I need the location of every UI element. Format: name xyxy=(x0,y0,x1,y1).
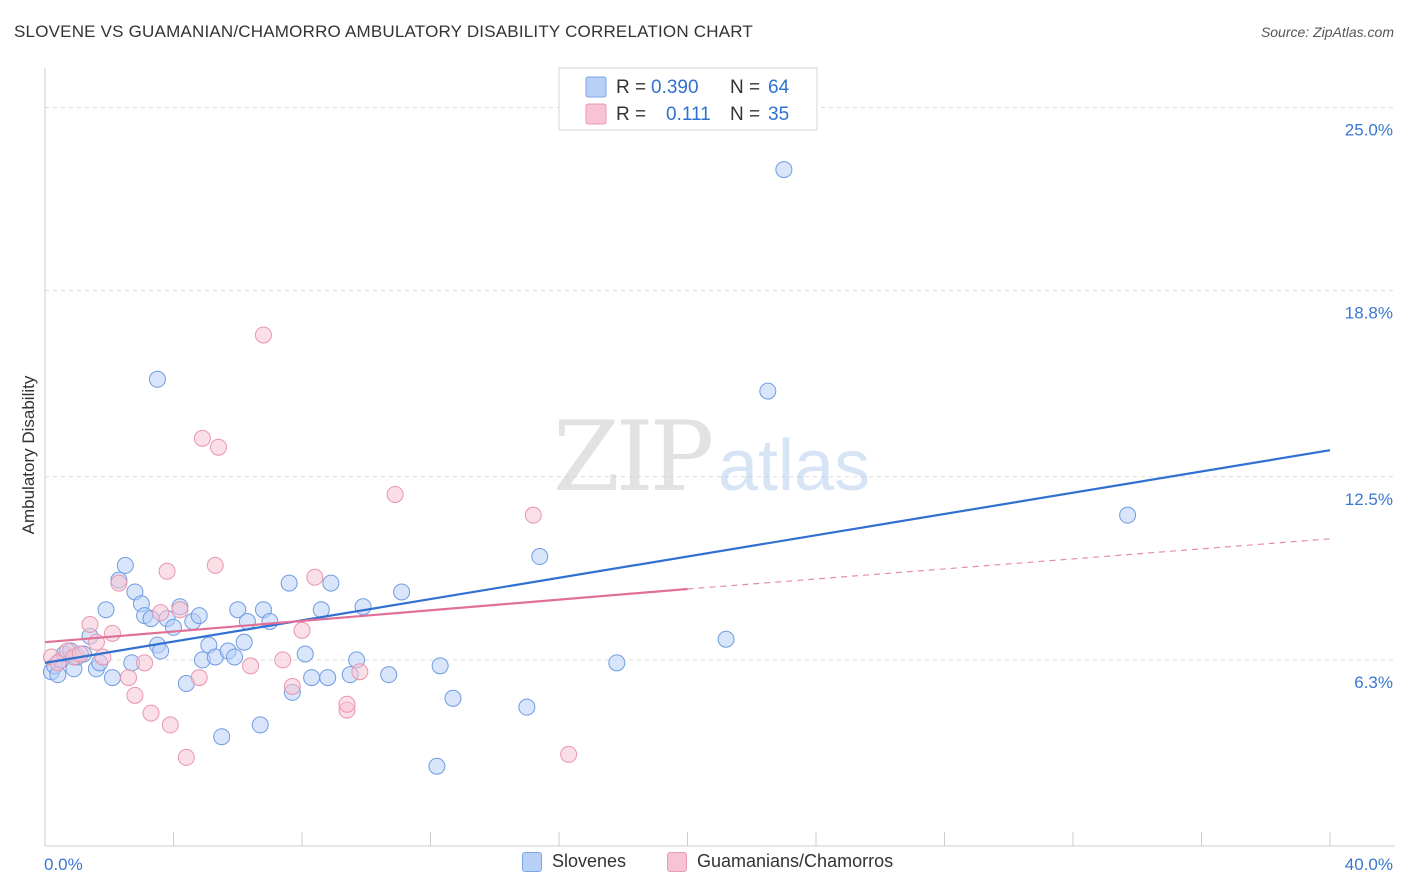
data-point-guamanians xyxy=(71,645,89,663)
points-layer xyxy=(42,161,1137,775)
bottom-legend-label-guamanians: Guamanians/Chamorros xyxy=(697,851,894,871)
data-point-guamanians xyxy=(560,745,578,763)
trend-line-guamanians xyxy=(44,587,688,644)
data-point-slovenes xyxy=(518,698,536,716)
data-point-guamanians xyxy=(306,568,324,586)
watermark-atlas: atlas xyxy=(718,426,870,506)
data-point-guamanians xyxy=(386,485,404,503)
y-tick-label: 6.3% xyxy=(1354,673,1393,692)
data-point-guamanians xyxy=(351,663,369,681)
trend-line-slovenes xyxy=(44,449,1331,664)
data-point-slovenes xyxy=(148,370,166,388)
data-point-guamanians xyxy=(171,601,189,619)
x-tick-label: 40.0% xyxy=(1345,855,1393,874)
data-point-slovenes xyxy=(296,645,314,663)
data-point-slovenes xyxy=(608,654,626,672)
data-point-slovenes xyxy=(775,161,793,179)
axes-layer xyxy=(44,68,1395,847)
legend-n-label-1: N = xyxy=(730,77,760,98)
data-point-slovenes xyxy=(354,598,372,616)
data-point-slovenes xyxy=(717,630,735,648)
data-point-guamanians xyxy=(120,669,138,687)
y-tick-label: 25.0% xyxy=(1345,121,1393,140)
bottom-legend-guamanians: Guamanians/Chamorros xyxy=(667,851,893,872)
data-point-guamanians xyxy=(193,429,211,447)
data-point-slovenes xyxy=(251,716,269,734)
data-point-guamanians xyxy=(524,506,542,524)
data-point-slovenes xyxy=(319,669,337,687)
data-point-slovenes xyxy=(428,757,446,775)
data-point-guamanians xyxy=(283,677,301,695)
data-point-guamanians xyxy=(110,574,128,592)
data-point-slovenes xyxy=(238,613,256,631)
data-point-slovenes xyxy=(322,574,340,592)
chart-title: SLOVENE VS GUAMANIAN/CHAMORRO AMBULATORY… xyxy=(14,22,753,41)
x-tick-label: 0.0% xyxy=(44,855,83,874)
data-point-slovenes xyxy=(103,669,121,687)
data-point-guamanians xyxy=(338,695,356,713)
bottom-legend-swatch-guamanians xyxy=(667,851,687,872)
data-point-slovenes xyxy=(280,574,298,592)
data-point-slovenes xyxy=(235,633,253,651)
bottom-legend-label-slovenes: Slovenes xyxy=(552,851,627,871)
legend-swatch-guamanians xyxy=(585,103,607,125)
y-tick-label: 12.5% xyxy=(1345,490,1393,509)
data-point-slovenes xyxy=(380,666,398,684)
source-note: Source: ZipAtlas.com xyxy=(1260,24,1394,40)
data-point-slovenes xyxy=(97,601,115,619)
data-point-slovenes xyxy=(116,556,134,574)
data-point-guamanians xyxy=(206,556,224,574)
data-point-guamanians xyxy=(190,669,208,687)
legend-swatch-slovenes xyxy=(585,76,607,98)
legend-n-value-1: 64 xyxy=(768,77,790,98)
data-point-slovenes xyxy=(213,728,231,746)
legend-n-value-2: 35 xyxy=(768,104,789,125)
watermark-zip: ZIP xyxy=(553,401,712,513)
data-point-guamanians xyxy=(274,651,292,669)
legend-r-label-1: R = xyxy=(616,77,646,98)
legend-r-value-1: 0.390 xyxy=(651,77,699,98)
data-point-guamanians xyxy=(254,326,272,344)
data-point-slovenes xyxy=(393,583,411,601)
data-point-guamanians xyxy=(242,657,260,675)
data-point-guamanians xyxy=(136,654,154,672)
y-tick-label: 18.8% xyxy=(1345,304,1393,323)
data-point-slovenes xyxy=(190,607,208,625)
bottom-legend-swatch-slovenes xyxy=(522,851,542,872)
data-point-slovenes xyxy=(444,689,462,707)
trend-layer xyxy=(44,449,1331,664)
data-point-guamanians xyxy=(142,704,160,722)
data-point-slovenes xyxy=(1119,506,1137,524)
data-point-guamanians xyxy=(177,748,195,766)
trend-extension-guamanians xyxy=(687,538,1331,590)
legend-n-label-2: N = xyxy=(730,104,760,125)
data-point-guamanians xyxy=(81,615,99,633)
data-point-guamanians xyxy=(161,716,179,734)
data-point-slovenes xyxy=(431,657,449,675)
data-point-guamanians xyxy=(293,621,311,639)
bottom-legend-slovenes: Slovenes xyxy=(522,851,626,872)
data-point-guamanians xyxy=(126,686,144,704)
data-point-guamanians xyxy=(103,624,121,642)
data-point-slovenes xyxy=(229,601,247,619)
y-axis-label: Ambulatory Disability xyxy=(19,375,38,534)
data-point-slovenes xyxy=(759,382,777,400)
data-point-slovenes xyxy=(303,669,321,687)
data-point-slovenes xyxy=(226,648,244,666)
data-point-guamanians xyxy=(209,438,227,456)
labels-layer: 6.3% 12.5% 18.8% 25.0% 0.0% 40.0% xyxy=(44,121,1393,874)
legend-box: R = 0.390 N = 64 R = 0.111 N = 35 xyxy=(558,67,818,131)
legend-r-label-2: R = xyxy=(616,104,646,125)
grid-layer xyxy=(45,107,1395,661)
data-point-guamanians xyxy=(158,562,176,580)
watermark: ZIP atlas xyxy=(553,401,870,513)
legend-r-value-2: 0.111 xyxy=(666,104,711,125)
data-point-guamanians xyxy=(152,604,170,622)
data-point-slovenes xyxy=(531,548,549,566)
